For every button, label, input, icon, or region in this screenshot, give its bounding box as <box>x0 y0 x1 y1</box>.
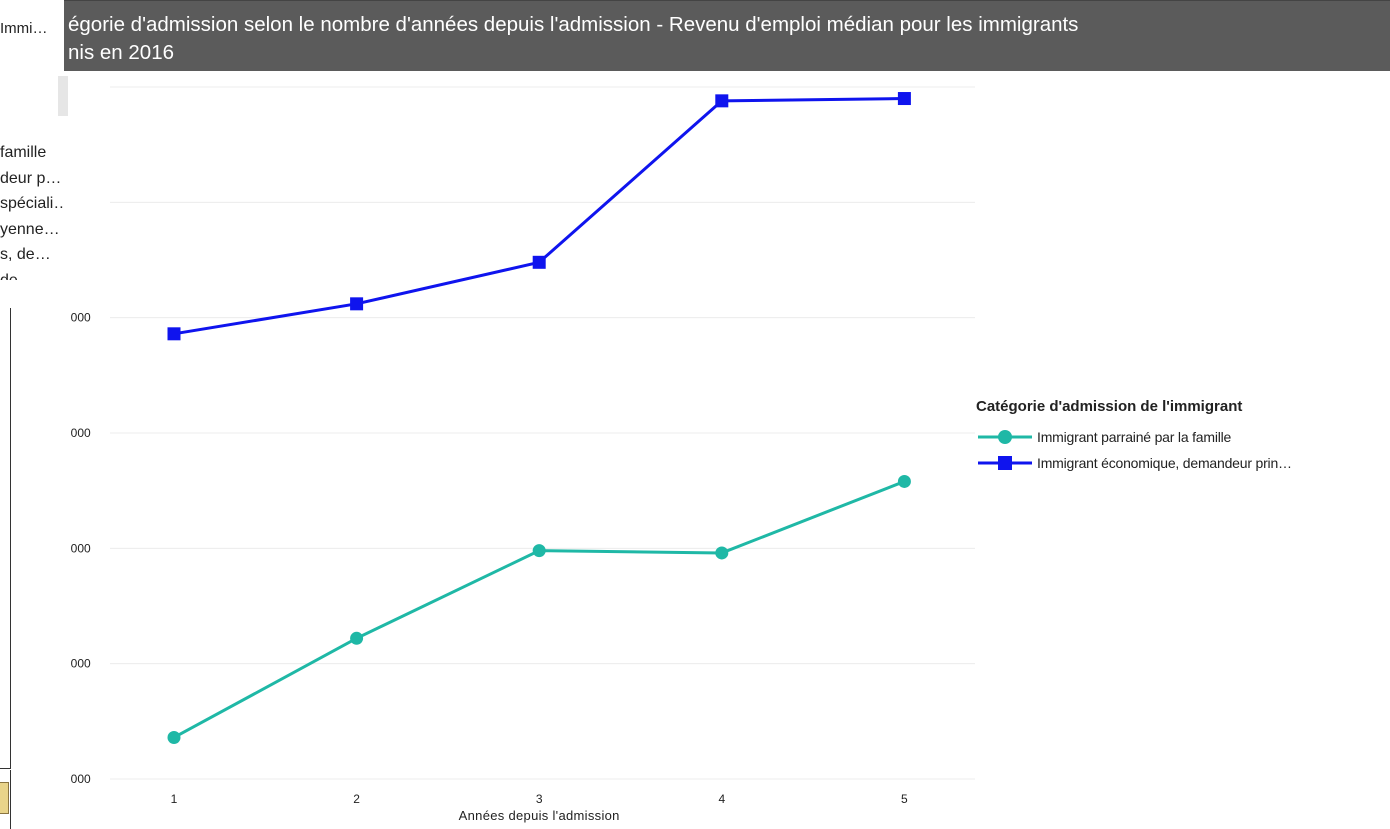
data-point <box>897 92 911 106</box>
chart-title-line-1: égorie d'admission selon le nombre d'ann… <box>68 13 1079 36</box>
legend-label: Immigrant parrainé par la famille <box>1037 429 1232 445</box>
chart-legend: Catégorie d'admission de l'immigrant Imm… <box>976 398 1292 476</box>
x-tick-label: 5 <box>901 792 908 806</box>
list-item[interactable]: de… <box>0 268 64 280</box>
x-axis-title: Années depuis l'admission <box>459 808 620 823</box>
data-point <box>715 546 729 560</box>
legend-item-economic[interactable]: Immigrant économique, demandeur prin… <box>976 450 1292 476</box>
legend-label: Immigrant économique, demandeur prin… <box>1037 455 1292 471</box>
left-filter-panel: Immi… famille deur p… spéciali… yenne… s… <box>0 0 68 829</box>
data-point <box>532 544 546 558</box>
list-item[interactable]: famille <box>0 144 47 161</box>
list-item[interactable]: yenne… <box>0 220 60 238</box>
x-tick-label: 2 <box>353 792 360 806</box>
legend-item-family[interactable]: Immigrant parrainé par la famille <box>976 424 1292 450</box>
x-tick-label: 4 <box>718 792 725 806</box>
data-point <box>350 297 364 311</box>
left-panel-header: Immi… <box>0 20 48 37</box>
chart-title-bar: égorie d'admission selon le nombre d'ann… <box>64 0 1390 71</box>
scrollbar[interactable] <box>58 76 68 116</box>
panel-frame <box>0 308 11 769</box>
x-tick-label: 1 <box>171 792 178 806</box>
list-item[interactable]: s, de… <box>0 246 51 263</box>
legend-title: Catégorie d'admission de l'immigrant <box>976 398 1243 415</box>
category-list: famille deur p… spéciali… yenne… s, de… … <box>0 140 64 280</box>
data-point <box>167 730 181 744</box>
divider <box>10 770 11 829</box>
data-point <box>715 94 729 108</box>
x-tick-label: 3 <box>536 792 543 806</box>
list-item[interactable]: spéciali… <box>0 195 64 212</box>
legend-swatch-square <box>978 456 1032 470</box>
legend-swatch-circle <box>978 430 1032 444</box>
data-point <box>897 474 911 488</box>
chart-title-line-2: nis en 2016 <box>68 41 175 64</box>
series-line <box>173 97 905 336</box>
data-point <box>167 327 181 341</box>
data-point <box>532 255 546 269</box>
panel-toggle-button[interactable] <box>0 782 9 814</box>
data-point <box>350 631 364 645</box>
list-item[interactable]: deur p… <box>0 169 62 187</box>
series-line <box>173 480 905 739</box>
